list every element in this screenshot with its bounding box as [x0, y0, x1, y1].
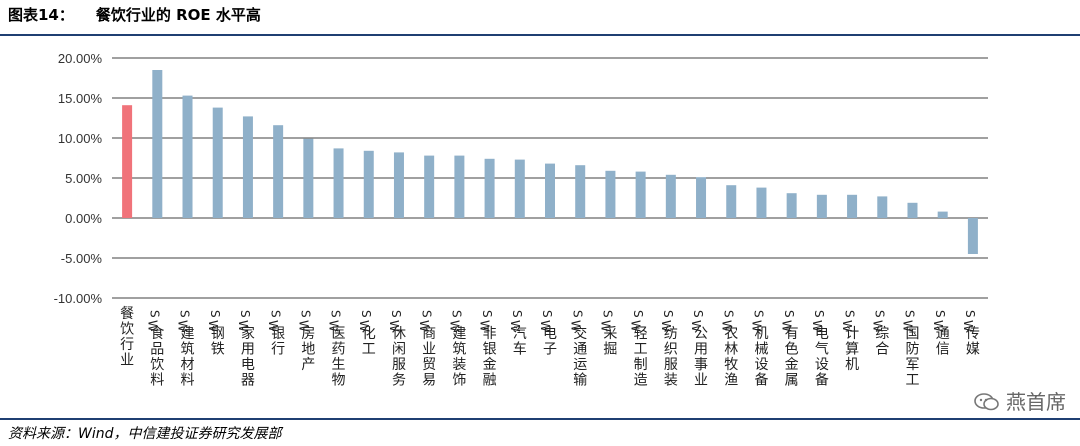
- watermark: 燕首席: [974, 386, 1066, 415]
- bar: [847, 194, 858, 218]
- category-label: S W 钢铁: [206, 310, 225, 358]
- category-label: S W 电子: [538, 310, 557, 358]
- bar: [937, 211, 948, 218]
- bar: [333, 148, 344, 218]
- category-label: S W 医药生物: [327, 310, 346, 389]
- bar: [575, 165, 586, 218]
- category-label: S W 化工: [357, 310, 376, 358]
- figure-title-text: 餐饮行业的 ROE 水平高: [95, 6, 261, 24]
- category-label: S W 汽车: [508, 310, 527, 358]
- bar: [242, 116, 253, 218]
- bar: [484, 158, 495, 218]
- bar: [152, 70, 163, 218]
- roe-bar-chart: 20.00% 15.00% 10.00% 5.00% 0.00% -5.00% -10.00…: [54, 51, 988, 389]
- bar: [907, 202, 918, 218]
- category-label: S W 计算机: [840, 310, 859, 373]
- category-label: S W 轻工制造: [629, 310, 648, 389]
- bar: [363, 150, 374, 218]
- category-label: S W 休闲服务: [387, 310, 406, 389]
- y-tick-label: 0.00%: [65, 211, 102, 226]
- category-label: S W 农林牧渔: [719, 310, 738, 389]
- bar: [635, 171, 646, 218]
- y-axis-ticks: 20.00% 15.00% 10.00% 5.00% 0.00% -5.00% -10.00…: [54, 51, 103, 306]
- bar: [786, 193, 797, 218]
- bar: [424, 155, 435, 218]
- bar: [967, 218, 978, 254]
- y-tick-label: 20.00%: [58, 51, 103, 66]
- category-label: S W 家用电器: [236, 310, 255, 389]
- bar: [756, 187, 767, 218]
- category-label: S W 交通运输: [568, 310, 587, 389]
- bar: [816, 194, 827, 218]
- bar: [303, 138, 314, 218]
- category-label: 餐饮行业: [120, 306, 134, 369]
- category-label: S W 商业贸易: [417, 310, 436, 389]
- y-tick-label: -5.00%: [61, 251, 103, 266]
- bar: [696, 177, 707, 218]
- source-rule: [0, 418, 1080, 420]
- bar: [545, 163, 555, 218]
- category-label: S W 公用事业: [689, 310, 708, 389]
- category-label: S W 通信: [931, 310, 950, 358]
- bar: [605, 170, 616, 218]
- bar: [877, 196, 888, 218]
- category-label: S W 机械设备: [750, 310, 769, 389]
- category-labels: 餐饮行业 S W 食品饮料 S W 建筑材料 S W 钢铁 S W 家用电器 S W 银行 S W 房地产 S W 医药生…: [120, 306, 980, 389]
- y-tick-label: 15.00%: [58, 91, 103, 106]
- category-label: S W 建筑材料: [176, 310, 195, 389]
- bar: [122, 105, 133, 218]
- category-label: S W 采掘: [598, 310, 617, 358]
- bars: [122, 70, 978, 254]
- category-label: S W 综合: [870, 310, 889, 358]
- category-label: S W 建筑装饰: [447, 310, 466, 389]
- category-label: S W 食品饮料: [145, 310, 164, 389]
- bar: [393, 152, 404, 218]
- y-tick-label: 10.00%: [58, 131, 103, 146]
- category-label: S W 有色金属: [780, 310, 799, 389]
- bar: [212, 107, 223, 218]
- y-tick-label: 5.00%: [65, 171, 102, 186]
- watermark-text: 燕首席: [1006, 390, 1066, 414]
- bar: [726, 185, 737, 218]
- wechat-icon: [974, 393, 999, 411]
- category-label: S W 银行: [266, 310, 285, 358]
- category-label: S W 国防军工: [901, 310, 920, 389]
- category-label: S W 房地产: [296, 310, 315, 373]
- category-label: S W 纺织服装: [659, 310, 678, 389]
- bar: [454, 155, 465, 218]
- y-tick-label: -10.00%: [54, 291, 103, 306]
- category-label: S W 非银金融: [478, 310, 497, 389]
- category-label: S W 电气设备: [810, 310, 829, 389]
- figure-number: 图表14：: [8, 6, 74, 24]
- title-rule: [0, 34, 1080, 36]
- figure-title: 图表14： 餐饮行业的 ROE 水平高: [8, 4, 261, 25]
- source-note: 资料来源：Wind，中信建投证券研究发展部: [8, 426, 282, 442]
- category-label: S W 传媒: [961, 310, 980, 358]
- bar: [665, 174, 676, 218]
- bar: [514, 159, 525, 218]
- bar: [182, 95, 193, 218]
- bar: [273, 125, 284, 218]
